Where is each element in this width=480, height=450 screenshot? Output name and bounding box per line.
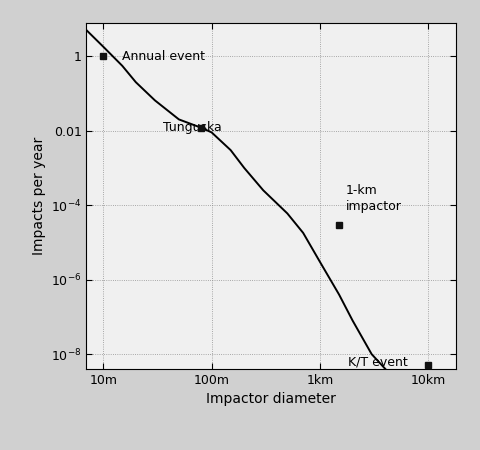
Text: K/T event: K/T event (348, 356, 408, 369)
Text: 1-km
impactor: 1-km impactor (346, 184, 401, 213)
Text: Annual event: Annual event (122, 50, 205, 63)
Text: Tunguska: Tunguska (164, 121, 222, 134)
X-axis label: Impactor diameter: Impactor diameter (206, 392, 336, 406)
Y-axis label: Impacts per year: Impacts per year (32, 137, 46, 255)
